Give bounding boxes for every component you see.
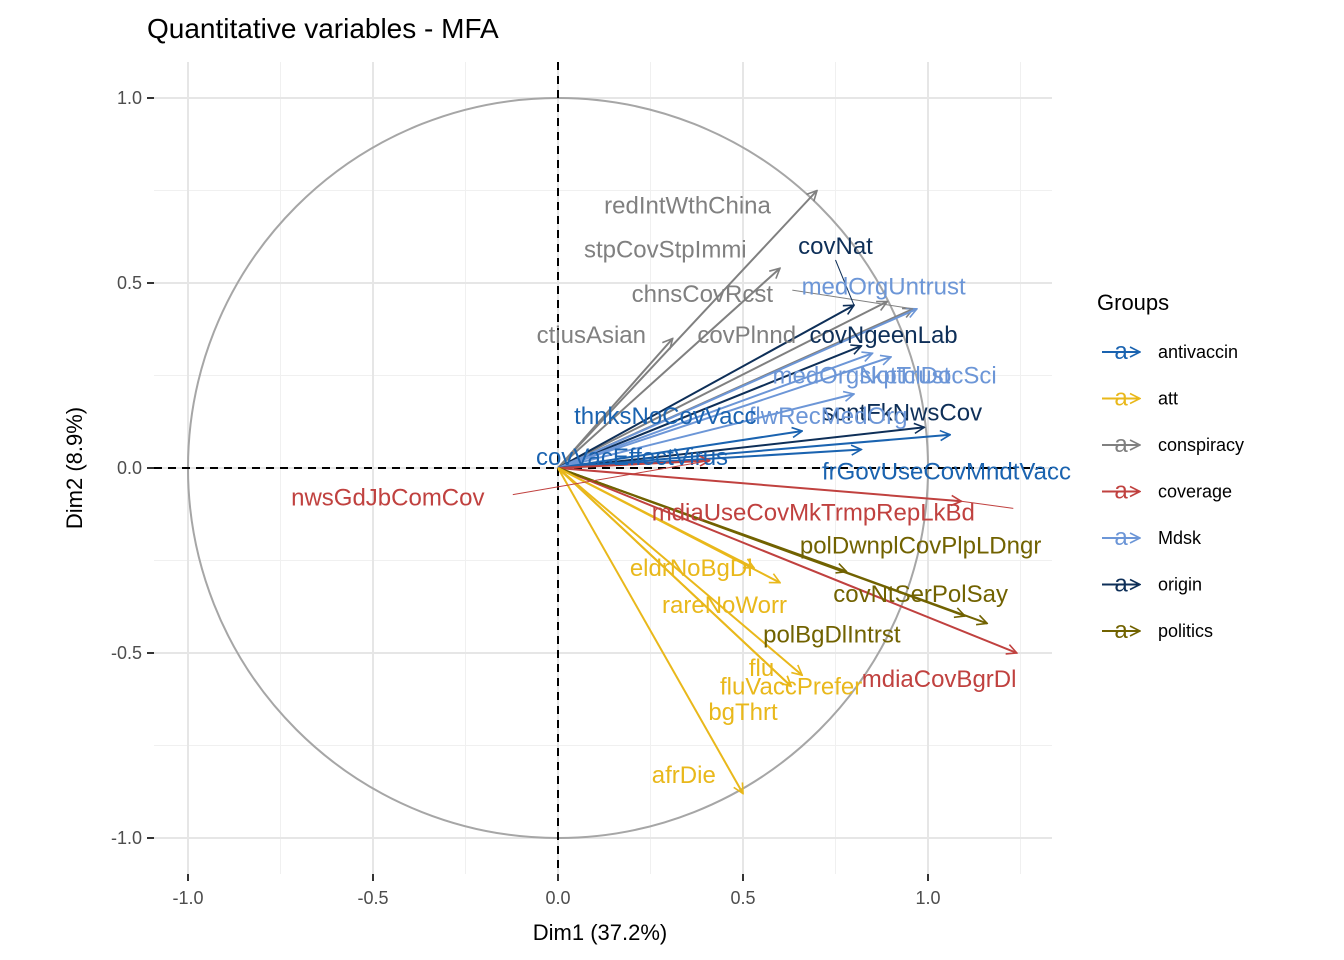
variable-arrow-covNgeenLab: [557, 346, 861, 469]
y-tick-label: -1.0: [111, 828, 142, 848]
variable-label-stpCovStpImmi: stpCovStpImmi: [584, 237, 747, 264]
variable-labels: redIntWthChina stpCovStpImmi chnsCovRcst ct…: [291, 192, 1071, 789]
variable-arrow-covPlnnd: [557, 300, 887, 469]
variable-label-flu: flu: [749, 655, 774, 682]
y-axis-title: Dim2 (8.9%): [62, 407, 87, 529]
variable-label-mdiaCovBgrDl: mdiaCovBgrDl: [862, 666, 1017, 693]
legend-item-coverage: a coverage: [1102, 478, 1232, 505]
legend-label: Mdsk: [1158, 528, 1202, 548]
variable-arrow-nwsGdJbComCov: [557, 461, 710, 469]
variable-arrow-thnksNoCovVacc: [557, 431, 802, 469]
legend-key-glyph: a: [1114, 617, 1128, 644]
variable-arrow-scntFkNwsCov: [557, 427, 924, 469]
variable-label-covVacEffectVirus: covVacEffectVirus: [536, 444, 728, 471]
x-axis-title: Dim1 (37.2%): [533, 920, 667, 945]
variable-label-skptclDocSci: skptclDocSci: [859, 363, 996, 390]
variable-arrow-flwRecMedOrg: [557, 394, 854, 469]
variable-label-chnsCovRcst: chnsCovRcst: [632, 281, 774, 308]
variable-arrow-afrDie: [557, 467, 743, 794]
legend-key-glyph: a: [1114, 338, 1128, 365]
label-leader-covNat: [835, 259, 855, 306]
variable-arrow-flu: [557, 467, 802, 675]
legend-item-origin: a origin: [1102, 571, 1202, 598]
variable-label-bgThrt: bgThrt: [708, 699, 778, 726]
legend-item-Mdsk: a Mdsk: [1102, 524, 1202, 551]
variable-arrow-bgThrt: [557, 467, 791, 686]
legend-key-glyph: a: [1114, 478, 1128, 505]
x-tick-label: -0.5: [357, 888, 388, 908]
chart-title: Quantitative variables - MFA: [147, 13, 499, 44]
label-leader-chnsCovRcst: [792, 289, 914, 310]
variable-label-fluVaccPrefer: fluVaccPrefer: [720, 673, 862, 700]
variable-label-covNtSerPolSay: covNtSerPolSay: [833, 581, 1008, 608]
variable-label-rareNoWorr: rareNoWorr: [662, 592, 787, 619]
legend: Groups a antivaccin a att a conspiracy a covera…: [1097, 290, 1244, 644]
x-tick-label: -1.0: [172, 888, 203, 908]
legend-label: coverage: [1158, 482, 1232, 502]
legend-label: politics: [1158, 621, 1213, 641]
variable-label-afrDie: afrDie: [652, 762, 716, 789]
variable-label-mdiaUseCovMkTrmpRepLkBd: mdiaUseCovMkTrmpRepLkBd: [652, 499, 975, 526]
variable-label-covNgeenLab: covNgeenLab: [810, 322, 958, 349]
variable-arrow-rareNoWorr: [557, 467, 780, 584]
variable-label-covPlnnd: covPlnnd: [697, 322, 796, 349]
label-leader-mdiaUseCovMkTrmpRepLkBd: [961, 500, 1014, 509]
legend-item-politics: a politics: [1102, 617, 1213, 644]
y-tick-label: 1.0: [117, 88, 142, 108]
legend-label: antivaccin: [1158, 342, 1238, 362]
variable-arrow-mdiaCovBgrDl: [557, 467, 1017, 653]
x-tick-label: 0.0: [545, 888, 570, 908]
variable-label-ctiusAsian: ctiusAsian: [537, 322, 646, 349]
x-tick-label: 0.5: [730, 888, 755, 908]
legend-item-conspiracy: a conspiracy: [1102, 431, 1244, 458]
variable-label-eldrNoBgDl: eldrNoBgDl: [630, 555, 753, 582]
variable-label-frGovUseCovMndtVacc: frGovUseCovMndtVacc: [822, 459, 1071, 486]
legend-item-antivaccin: a antivaccin: [1102, 338, 1238, 365]
legend-key-glyph: a: [1114, 524, 1128, 551]
variable-label-nwsGdJbComCov: nwsGdJbComCov: [291, 485, 484, 512]
y-tick-label: 0.0: [117, 458, 142, 478]
legend-title: Groups: [1097, 290, 1169, 315]
variable-arrow-polBgDlIntrst: [557, 467, 987, 623]
legend-key-glyph: a: [1114, 385, 1128, 412]
variable-arrow-ctiusAsian: [557, 339, 673, 469]
y-tick-label: -0.5: [111, 643, 142, 663]
variable-label-covNat: covNat: [798, 233, 873, 260]
variable-label-medOrgUntrust: medOrgUntrust: [802, 274, 966, 301]
legend-label: att: [1158, 389, 1178, 409]
legend-key-glyph: a: [1114, 431, 1128, 458]
legend-label: conspiracy: [1158, 435, 1244, 455]
variable-arrow-medOrgNotTrust: [557, 353, 873, 469]
variable-label-redIntWthChina: redIntWthChina: [604, 192, 771, 219]
variable-arrow-medOrgUntrust: [557, 309, 917, 469]
variable-arrow-stpCovStpImmi: [557, 268, 780, 469]
variable-arrow-covNat: [557, 304, 854, 469]
legend-label: origin: [1158, 575, 1202, 595]
variable-label-medOrgNotTrust: medOrgNotTrust: [772, 363, 950, 390]
legend-key-glyph: a: [1114, 571, 1128, 598]
y-tick-label: 0.5: [117, 273, 142, 293]
variable-label-polDwnplCovPlpLDngr: polDwnplCovPlpLDngr: [800, 533, 1041, 560]
variable-arrow-redIntWthChina: [557, 191, 817, 469]
variable-arrow-mdiaUseCovMkTrmpRepLkBd: [557, 467, 961, 501]
variable-label-scntFkNwsCov: scntFkNwsCov: [822, 400, 982, 427]
variable-label-flwRecMedOrg: flwRecMedOrg: [749, 403, 908, 430]
x-tick-label: 1.0: [915, 888, 940, 908]
variable-arrow-frGovUseCovMndtVacc: [557, 435, 950, 469]
variable-arrows: [557, 191, 1017, 794]
legend-item-att: a att: [1102, 385, 1178, 412]
variable-label-polBgDlIntrst: polBgDlIntrst: [763, 622, 901, 649]
variable-label-thnksNoCovVacc: thnksNoCovVacc: [574, 403, 756, 430]
label-leader-nwsGdJbComCov: [512, 460, 710, 496]
variable-arrow-skptclDocSci: [557, 357, 891, 469]
